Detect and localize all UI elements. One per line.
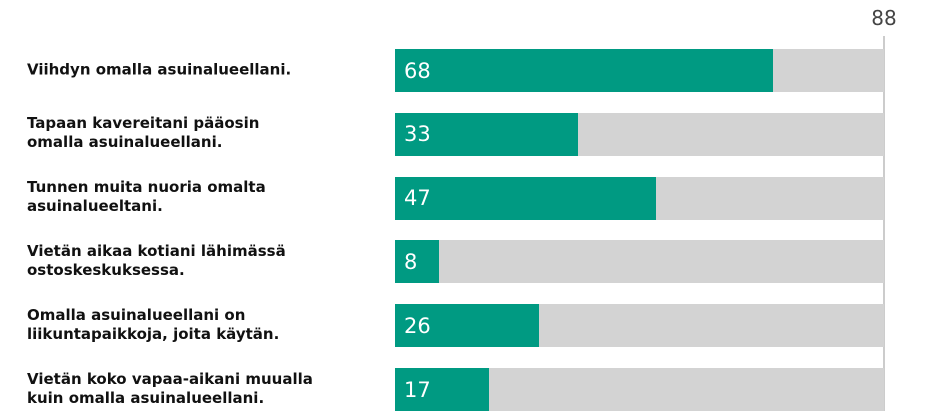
category-label: Omalla asuinalueellani on liikuntapaikko… — [27, 305, 280, 343]
value-label: 8 — [404, 249, 418, 274]
x-tick-label: 88 — [871, 6, 897, 30]
category-label: Tunnen muita nuoria omalta asuinalueelta… — [27, 178, 266, 216]
value-label: 47 — [404, 186, 431, 211]
value-label: 26 — [404, 313, 431, 338]
bar — [395, 49, 773, 92]
value-label: 68 — [404, 58, 431, 83]
value-label: 33 — [404, 122, 431, 147]
bar — [395, 368, 490, 411]
bar — [395, 176, 657, 220]
bar — [395, 304, 540, 348]
category-label: Viihdyn omalla asuinalueellani. — [27, 60, 292, 78]
category-label: Tapaan kavereitani pääosin omalla asuina… — [27, 114, 260, 152]
bar — [395, 240, 440, 284]
category-label: Vietän aikaa kotiani lähimässä ostoskesk… — [27, 241, 286, 279]
tick-line — [883, 36, 885, 411]
category-label: Vietän koko vapaa-aikani muualla kuin om… — [27, 369, 313, 407]
bar — [395, 112, 579, 156]
value-label: 17 — [404, 377, 431, 402]
bar-background — [395, 240, 884, 284]
